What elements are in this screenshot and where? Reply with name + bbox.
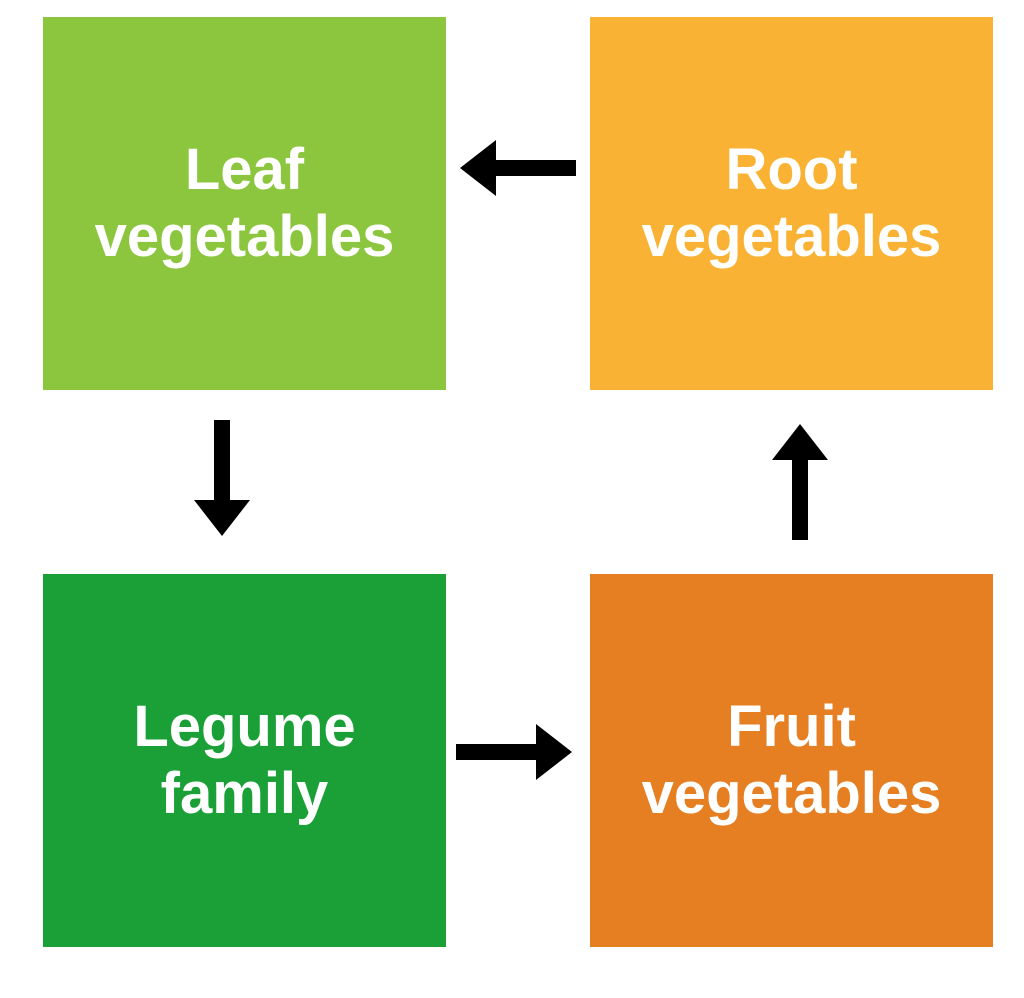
node-label-line1: Fruit xyxy=(642,694,942,761)
node-label-line1: Legume xyxy=(133,694,355,761)
arrow-root-to-leaf xyxy=(456,136,576,200)
node-label-line1: Leaf xyxy=(95,137,395,204)
node-legume-family: Legume family xyxy=(43,574,446,947)
node-fruit-vegetables: Fruit vegetables xyxy=(590,574,993,947)
node-root-vegetables: Root vegetables xyxy=(590,17,993,390)
node-label-line2: vegetables xyxy=(642,761,942,828)
node-label-line2: family xyxy=(133,761,355,828)
node-label-line2: vegetables xyxy=(642,204,942,271)
arrow-fruit-to-root xyxy=(768,420,832,540)
node-label-line1: Root xyxy=(642,137,942,204)
node-leaf-vegetables: Leaf vegetables xyxy=(43,17,446,390)
arrow-legume-to-fruit xyxy=(456,720,576,784)
node-label-line2: vegetables xyxy=(95,204,395,271)
arrow-leaf-to-legume xyxy=(190,420,254,540)
